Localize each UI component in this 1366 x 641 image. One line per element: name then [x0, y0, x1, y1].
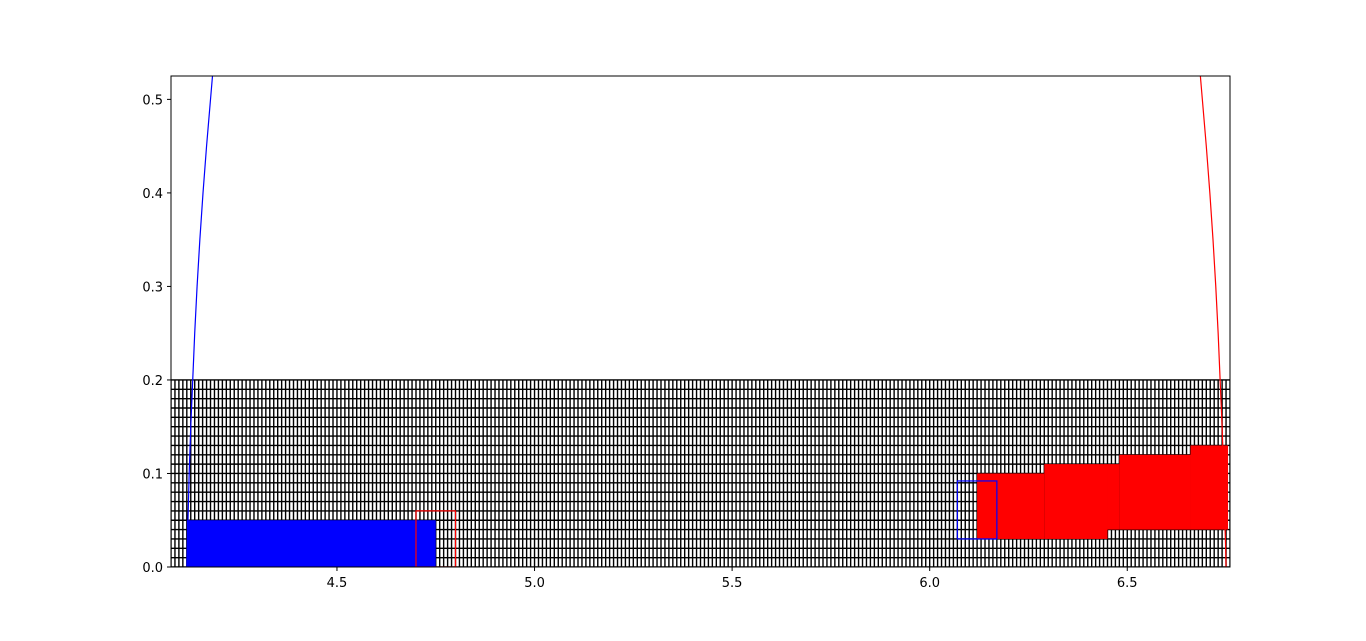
y-axis: 0.0 0.1 0.2 0.3 0.4 0.5 [142, 93, 171, 576]
curve-layer [186, 76, 1227, 567]
y-tick-label-5: 0.5 [142, 93, 163, 108]
filled-rect-2 [1044, 464, 1108, 539]
x-tick-label-2: 5.5 [722, 576, 743, 591]
filled-rect-3 [1107, 464, 1120, 530]
rect-layer [186, 445, 1229, 567]
outlined-rect-1 [956, 480, 998, 540]
x-tick-label-1: 5.0 [524, 576, 545, 591]
plot-frame [170, 75, 1231, 568]
x-axis: 4.5 5.0 5.5 6.0 6.5 [327, 567, 1138, 591]
filled-rect-1 [977, 473, 1045, 539]
curve-0 [186, 76, 214, 567]
filled-rect-5 [1190, 445, 1229, 530]
x-tick-label-4: 6.5 [1117, 576, 1138, 591]
filled-rect-4 [1119, 454, 1191, 530]
filled-rect-0 [186, 520, 436, 567]
x-tick-label-0: 4.5 [327, 576, 348, 591]
y-tick-label-3: 0.3 [142, 280, 163, 295]
x-tick-label-3: 6.0 [919, 576, 940, 591]
y-tick-label-1: 0.1 [142, 467, 163, 482]
y-tick-label-4: 0.4 [142, 187, 163, 202]
y-tick-label-2: 0.2 [142, 374, 163, 389]
y-tick-label-0: 0.0 [142, 561, 163, 576]
curve-1 [1199, 76, 1227, 567]
